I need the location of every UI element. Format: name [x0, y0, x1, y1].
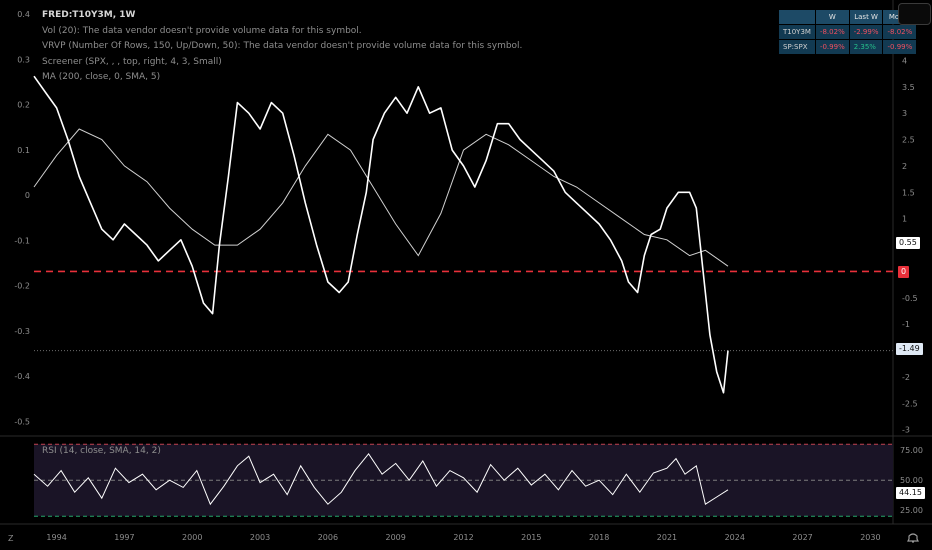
right-axis-tick: 2.5	[902, 136, 915, 145]
rsi-axis-tick: 25.00	[900, 506, 923, 515]
x-axis-tick: 2027	[792, 533, 812, 542]
x-axis-tick: 2030	[860, 533, 880, 542]
right-axis-tick: -2.5	[902, 399, 918, 408]
screener-symbol: T10Y3M	[779, 25, 815, 39]
symbol-title[interactable]: FRED:T10Y3M, 1W	[42, 10, 136, 20]
left-axis-tick: 0.3	[17, 55, 30, 64]
right-axis-tick: 4	[902, 56, 907, 65]
left-axis-tick: -0.1	[14, 236, 30, 245]
x-axis-tick: 2018	[589, 533, 609, 542]
screener-cell: -2.99%	[849, 25, 883, 39]
screener-symbol: SP:SPX	[779, 40, 815, 54]
right-axis-tick: -1	[902, 320, 910, 329]
x-axis-tick: 2003	[250, 533, 270, 542]
x-axis-tick: 2015	[521, 533, 541, 542]
screener-header-row: W Last W Month	[779, 10, 917, 24]
screener-cell: -8.02%	[883, 25, 917, 39]
right-axis-tick: 1	[902, 215, 907, 224]
ma-series-line	[33, 128, 729, 267]
legend-line-volume[interactable]: Vol (20): The data vendor doesn't provid…	[42, 25, 362, 36]
right-axis-tick: -0.5	[902, 294, 918, 303]
x-axis-tick: 2006	[318, 533, 338, 542]
left-axis-tick: -0.3	[14, 327, 30, 336]
right-axis-tick: -2	[902, 373, 910, 382]
price-tag-zero: 0	[898, 266, 910, 278]
price-tag-rsi: 44.15	[896, 487, 925, 499]
price-tag-spx: 0.55	[896, 237, 920, 249]
left-axis-tick: 0.2	[17, 101, 30, 110]
screener-table: W Last W Month T10Y3M -8.02% -2.99% -8.0…	[778, 9, 917, 55]
left-axis-tick: -0.2	[14, 282, 30, 291]
left-axis-tick: -0.5	[14, 417, 30, 426]
price-tag-last: -1.49	[896, 343, 923, 355]
left-axis-tick: 0	[25, 191, 30, 200]
left-axis-tick: 0.4	[17, 10, 30, 19]
x-axis-tick: 2000	[182, 533, 202, 542]
left-axis-tick: 0.1	[17, 146, 30, 155]
x-axis-tick: 2021	[657, 533, 677, 542]
rsi-series-line	[33, 452, 729, 506]
timezone-corner[interactable]: Z	[8, 534, 14, 543]
chart-legend: FRED:T10Y3M, 1W Vol (20): The data vendo…	[42, 8, 522, 86]
screener-header-w: W	[815, 10, 849, 24]
right-axis-tick: 1.5	[902, 188, 915, 197]
left-axis-tick: -0.4	[14, 372, 30, 381]
alert-icon[interactable]	[906, 532, 920, 544]
rsi-legend[interactable]: RSI (14, close, SMA, 14, 2)	[42, 446, 161, 456]
screener-row: T10Y3M -8.02% -2.99% -8.02%	[779, 25, 917, 39]
x-axis-tick: 1994	[46, 533, 66, 542]
x-axis-tick: 2024	[725, 533, 745, 542]
x-axis-tick: 2012	[453, 533, 473, 542]
rsi-axis-tick: 75.00	[900, 446, 923, 455]
legend-line-ma[interactable]: MA (200, close, 0, SMA, 5)	[42, 72, 161, 82]
legend-line-screener[interactable]: Screener (SPX, , , top, right, 4, 3, Sma…	[42, 56, 222, 67]
right-axis-tick: -3	[902, 426, 910, 435]
t10y3m-series-line	[33, 75, 729, 394]
legend-line-vrvp[interactable]: VRVP (Number Of Rows, 150, Up/Down, 50):…	[42, 41, 523, 51]
right-axis-tick: 3	[902, 109, 907, 118]
right-axis-tick: 2	[902, 162, 907, 171]
screener-cell: -0.99%	[815, 40, 849, 54]
screener-header-last-w: Last W	[849, 10, 883, 24]
rsi-axis-tick: 50.00	[900, 476, 923, 485]
screener-cell: 2.35%	[849, 40, 883, 54]
screener-row: SP:SPX -0.99% 2.35% -0.99%	[779, 40, 917, 54]
screener-cell: -0.99%	[883, 40, 917, 54]
screener-header-symbol	[779, 10, 815, 24]
x-axis-tick: 2009	[386, 533, 406, 542]
screener-cell: -8.02%	[815, 25, 849, 39]
right-axis-tick: 3.5	[902, 83, 915, 92]
top-right-control[interactable]	[898, 3, 931, 25]
x-axis-tick: 1997	[114, 533, 134, 542]
